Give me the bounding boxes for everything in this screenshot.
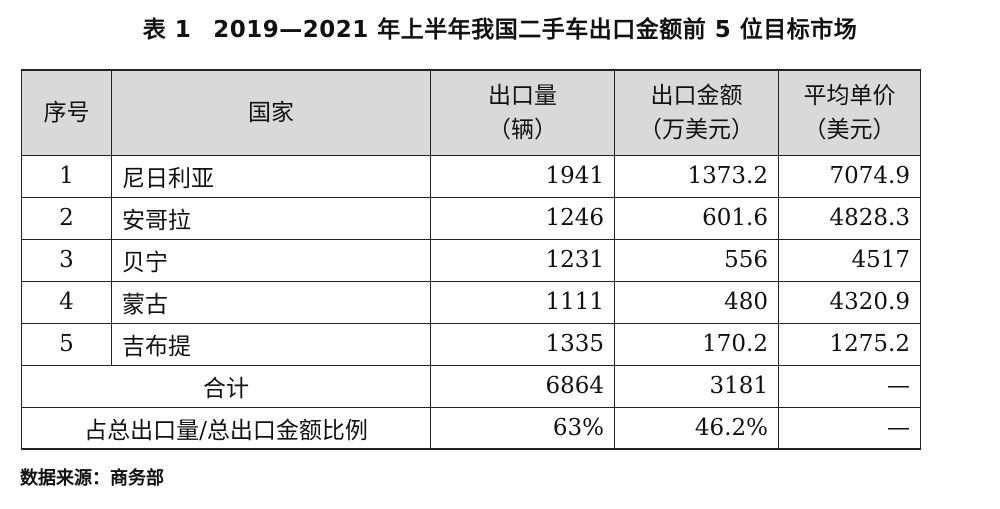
header-volume-line2: （辆）: [488, 116, 557, 143]
cell-country: 贝宁: [111, 238, 431, 282]
cell-seq: 2: [21, 196, 112, 240]
total-volume: 6864: [430, 364, 615, 408]
total-price: —: [778, 364, 921, 408]
cell-price: 7074.9: [778, 154, 921, 198]
cell-volume: 1246: [430, 196, 615, 240]
cell-price: 4320.9: [778, 280, 921, 324]
cell-volume: 1941: [430, 154, 615, 198]
cell-volume: 1231: [430, 238, 615, 282]
cell-seq: 4: [21, 280, 112, 324]
table-header: 序号 国家 出口量 （辆） 出口金额 （万美元） 平均单价 （美元）: [21, 69, 921, 156]
cell-volume: 1335: [430, 322, 615, 366]
cell-price: 1275.2: [778, 322, 921, 366]
cell-price: 4828.3: [778, 196, 921, 240]
cell-country: 安哥拉: [111, 196, 431, 240]
header-volume-line1: 出口量: [488, 82, 557, 109]
table-row: 3 贝宁 1231 556 4517: [21, 238, 921, 282]
caption-label: 表 1: [142, 17, 192, 43]
cell-seq: 3: [21, 238, 112, 282]
total-row: 合计 6864 3181 —: [21, 364, 921, 408]
table-row: 1 尼日利亚 1941 1373.2 7074.9: [21, 154, 921, 198]
header-seq: 序号: [21, 69, 112, 156]
table-row: 2 安哥拉 1246 601.6 4828.3: [21, 196, 921, 240]
table-row: 4 蒙古 1111 480 4320.9: [21, 280, 921, 324]
share-volume: 63%: [430, 406, 615, 450]
header-row: 序号 国家 出口量 （辆） 出口金额 （万美元） 平均单价 （美元）: [21, 69, 921, 156]
total-amount: 3181: [614, 364, 779, 408]
share-amount: 46.2%: [614, 406, 779, 450]
total-label: 合计: [21, 364, 431, 408]
table-caption: 表 1 2019—2021 年上半年我国二手车出口金额前 5 位目标市场: [0, 10, 1000, 44]
cell-amount: 480: [614, 280, 779, 324]
caption-title: 2019—2021 年上半年我国二手车出口金额前 5 位目标市场: [213, 17, 858, 43]
table-row: 5 吉布提 1335 170.2 1275.2: [21, 322, 921, 366]
cell-amount: 601.6: [614, 196, 779, 240]
share-label: 占总出口量/总出口金额比例: [21, 406, 431, 450]
cell-country: 吉布提: [111, 322, 431, 366]
header-price-line2: （美元）: [803, 116, 896, 143]
header-country: 国家: [111, 69, 431, 156]
share-row: 占总出口量/总出口金额比例 63% 46.2% —: [21, 406, 921, 450]
cell-seq: 1: [21, 154, 112, 198]
data-source-note: 数据来源：商务部: [20, 468, 164, 489]
header-price-line1: 平均单价: [803, 82, 896, 109]
cell-amount: 1373.2: [614, 154, 779, 198]
cell-amount: 170.2: [614, 322, 779, 366]
export-markets-table: 序号 国家 出口量 （辆） 出口金额 （万美元） 平均单价 （美元） 1 尼日利…: [21, 69, 921, 450]
header-volume: 出口量 （辆）: [430, 69, 615, 156]
cell-price: 4517: [778, 238, 921, 282]
cell-country: 尼日利亚: [111, 154, 431, 198]
cell-amount: 556: [614, 238, 779, 282]
header-price: 平均单价 （美元）: [778, 69, 921, 156]
header-amount-line2: （万美元）: [639, 116, 754, 143]
header-amount-line1: 出口金额: [650, 82, 743, 109]
cell-country: 蒙古: [111, 280, 431, 324]
cell-volume: 1111: [430, 280, 615, 324]
cell-seq: 5: [21, 322, 112, 366]
share-price: —: [778, 406, 921, 450]
header-amount: 出口金额 （万美元）: [614, 69, 779, 156]
table-body: 1 尼日利亚 1941 1373.2 7074.9 2 安哥拉 1246 601…: [21, 154, 921, 450]
